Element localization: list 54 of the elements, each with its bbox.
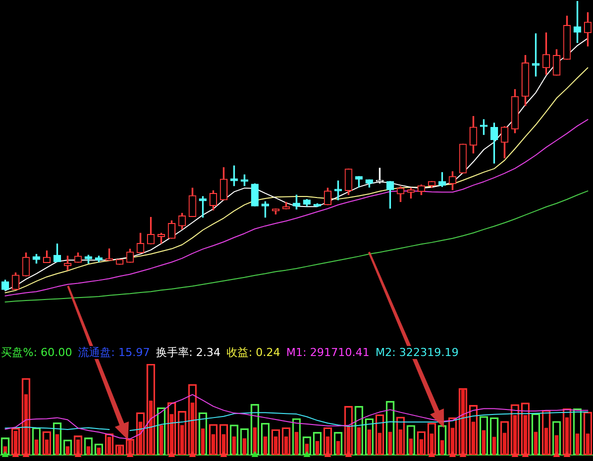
text: 流通盘: 15.97 [78, 346, 150, 359]
text: M1: 291710.41 [286, 346, 370, 359]
bar [544, 428, 548, 455]
bar [107, 436, 112, 455]
candlestick [240, 174, 248, 186]
bar [34, 440, 38, 455]
bar [378, 432, 382, 455]
bar [534, 432, 538, 455]
bar [315, 441, 320, 455]
bar [118, 446, 122, 455]
bar [263, 436, 268, 455]
bar [357, 427, 361, 455]
bar [66, 446, 70, 455]
bar [524, 415, 528, 455]
bar [274, 436, 278, 455]
bar [586, 434, 590, 455]
candlestick [292, 194, 300, 210]
bar [367, 430, 372, 455]
bar [472, 422, 476, 455]
text: 买盘%: 60.00 [1, 346, 72, 359]
bar [294, 432, 298, 455]
text: 换手率: 2.34 [156, 346, 221, 359]
bar [242, 438, 246, 455]
bar [409, 438, 413, 455]
bar [44, 440, 49, 455]
bar [336, 441, 340, 455]
bar [502, 432, 506, 455]
bar [97, 448, 101, 455]
bar [461, 389, 465, 455]
bar [86, 446, 90, 455]
bar [450, 428, 454, 455]
bar [190, 402, 194, 455]
bar [492, 436, 496, 455]
bar [346, 426, 350, 455]
bar [138, 422, 142, 455]
bar [420, 439, 424, 455]
bar [211, 434, 216, 455]
bar [398, 429, 402, 455]
bar [482, 430, 486, 455]
bar [576, 434, 580, 455]
bar [180, 425, 184, 455]
bar [55, 434, 60, 455]
bar [232, 436, 236, 455]
bar [440, 440, 444, 455]
text: M2: 322319.19 [375, 346, 459, 359]
bar [388, 432, 392, 455]
bar [513, 415, 517, 455]
bar [159, 425, 164, 455]
bar [565, 417, 569, 455]
text: 收益: 0.24 [226, 346, 280, 359]
bar [201, 428, 205, 455]
bar [24, 394, 28, 455]
bar [149, 400, 153, 455]
bar [284, 436, 288, 455]
